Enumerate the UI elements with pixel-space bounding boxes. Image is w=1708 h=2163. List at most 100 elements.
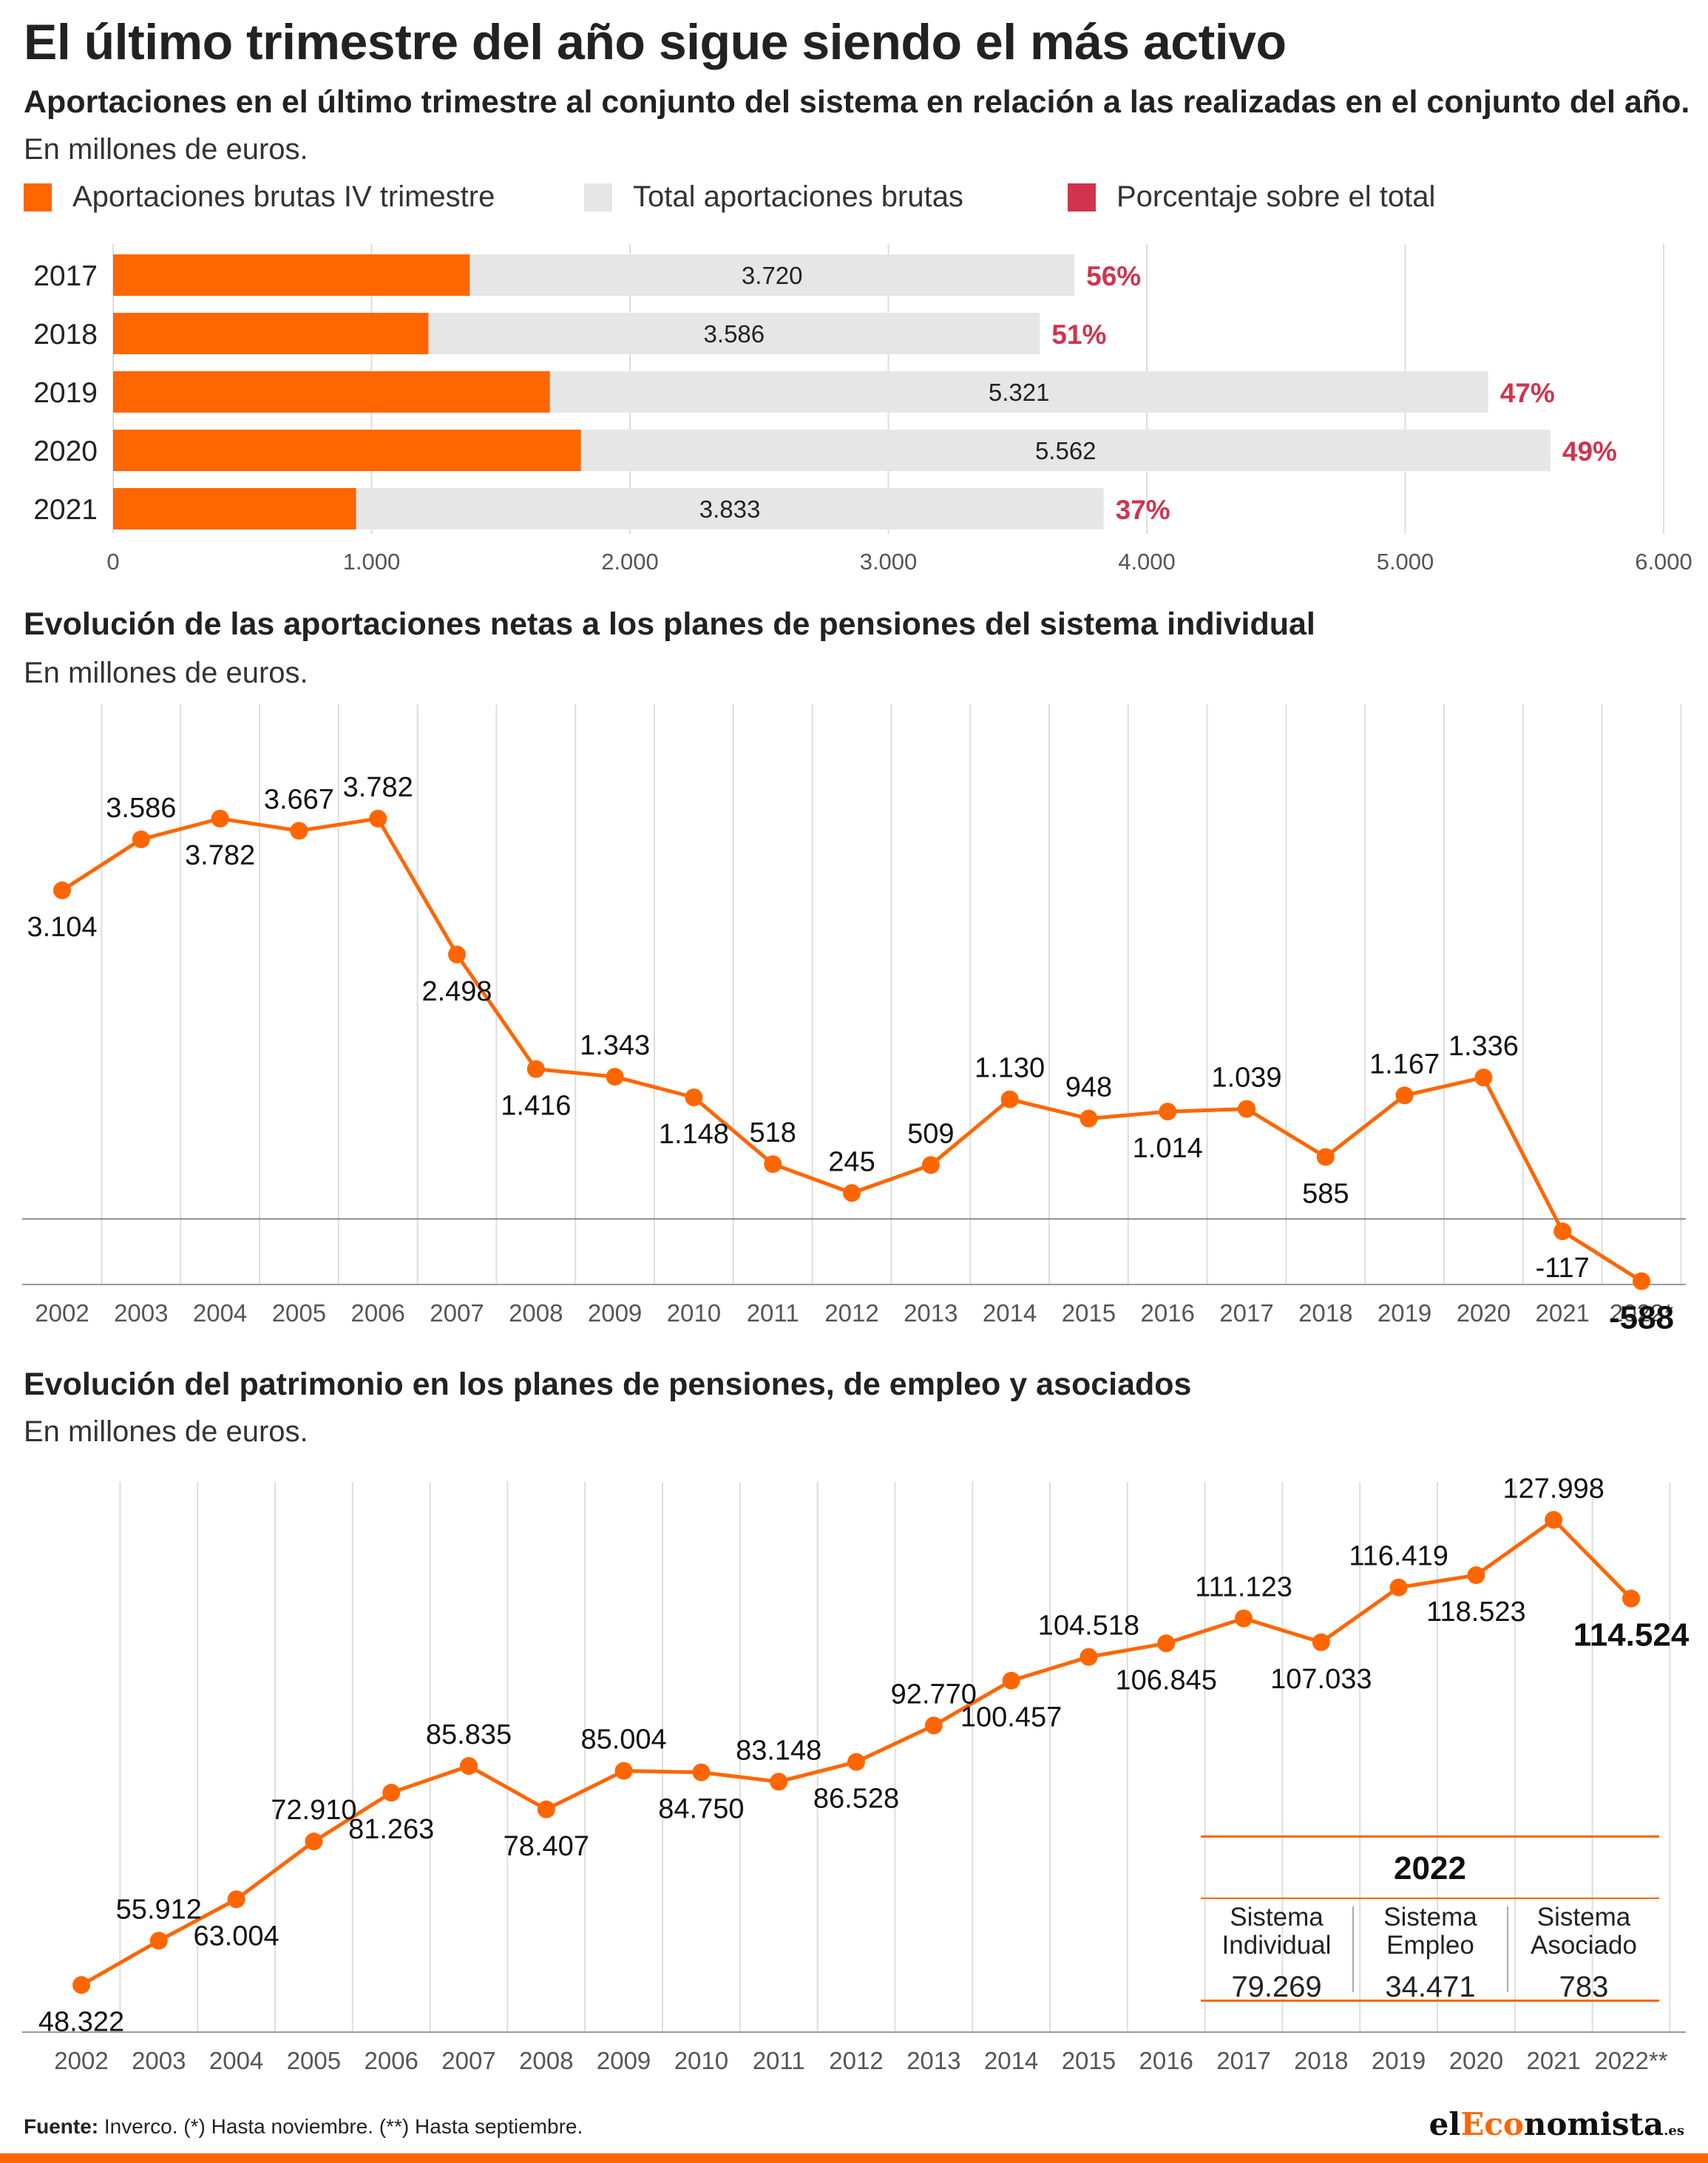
bar-iv-trimestre [113,254,470,296]
legend-item-porcentaje: Porcentaje sobre el total [1068,180,1435,214]
inset-top-rule [1201,1835,1659,1838]
data-label: 1.167 [1369,1049,1440,1080]
chart3-unit-note: En millones de euros. [24,1415,308,1448]
x-tick-label: 2020 [1449,2047,1503,2074]
bar-value-label: 5.562 [1035,437,1097,464]
data-point [1622,1589,1640,1608]
data-label: 1.130 [975,1053,1045,1084]
data-label: 55.912 [116,1894,202,1925]
x-tick-label: 2021 [1535,1299,1589,1327]
data-point [692,1763,711,1781]
data-label: 1.343 [580,1030,650,1061]
data-point [1553,1222,1572,1241]
bar-iv-trimestre [113,430,581,471]
percentage-label: 49% [1562,436,1617,467]
category-label: 2017 [33,260,98,292]
inset-divider [1507,1906,1508,1992]
inset-value: 783 [1559,1971,1609,2003]
data-point [1159,1103,1177,1121]
x-tick-label: 2003 [132,2047,186,2074]
source-text: Inverco. (*) Hasta noviembre. (**) Hasta… [98,2115,583,2138]
data-label: 92.770 [891,1679,977,1710]
inset-label-line2: Empleo [1386,1931,1474,1960]
bar-chart-aportaciones: 0 1.000 2.000 3.000 4.000 5.000 6.000 2017 3.720… [33,244,1692,575]
x-tick-label: 2002 [54,2047,108,2074]
percentage-label: 37% [1116,495,1170,525]
data-label: 3.782 [343,772,413,803]
data-point [1157,1634,1176,1653]
chart1-subtitle: Aportaciones en el último trimestre al c… [24,84,1690,120]
data-point [1474,1069,1493,1087]
data-point [921,1156,940,1174]
data-label: 118.523 [1426,1597,1526,1628]
category-label: 2020 [33,436,98,467]
data-point [685,1089,703,1107]
data-label: 1.014 [1133,1133,1203,1164]
x-tick-label: 6.000 [1635,549,1692,575]
legend-swatch-red [1068,183,1096,211]
legend-label: Porcentaje sobre el total [1116,180,1436,213]
data-point [1467,1566,1485,1585]
inset-year: 2022 [1394,1850,1466,1886]
data-point [924,1716,943,1735]
data-label: 114.524 [1573,1617,1690,1653]
data-point [1389,1578,1408,1597]
x-tick-label: 2018 [1298,1299,1352,1327]
data-point [53,881,71,900]
category-label: 2019 [33,377,98,409]
x-tick-label: 2007 [441,2047,495,2074]
x-tick-label: 2003 [114,1299,168,1327]
data-point [1080,1109,1098,1128]
bar-iv-trimestre [113,313,429,354]
data-point [448,945,466,964]
brand-nomista: nomista [1523,2106,1664,2142]
x-tick-label: 2022** [1594,2047,1667,2074]
data-point [1235,1609,1253,1628]
data-point [614,1761,633,1780]
x-tick-label: 2005 [272,1299,326,1327]
brand-logo[interactable]: elEconomista.es [1429,2106,1684,2142]
data-point [305,1832,323,1851]
data-point [843,1184,861,1202]
inset-value: 79.269 [1231,1971,1322,2003]
inset-label-line1: Sistema [1230,1903,1324,1932]
data-label: 3.586 [106,793,176,824]
data-point [606,1068,624,1086]
bar-value-label: 3.720 [742,262,803,289]
data-point [1545,1511,1563,1529]
line-chart-aportaciones-netas: 2002 2003 2004 2005 2006 2007 2008 2009 2010 2011… [22,704,1686,1336]
x-tick-label: 2013 [906,2047,960,2074]
x-tick-label: 2015 [1062,2047,1116,2074]
legend-label: Total aportaciones brutas [633,180,963,213]
data-label: 63.004 [193,1920,279,1952]
x-tick-label: 2014 [983,1299,1037,1327]
data-label: 1.416 [501,1091,571,1122]
x-tick-label: 2019 [1377,1299,1431,1327]
inset-col-asociado: Sistema Asociado 783 [1508,1903,1659,2003]
x-tick-label: 2017 [1219,1299,1273,1327]
data-label: 106.845 [1116,1665,1217,1696]
data-label: 116.419 [1349,1541,1448,1572]
data-label: 72.910 [271,1795,356,1826]
source-label: Fuente: [24,2115,99,2138]
data-point [1002,1671,1020,1690]
data-label: 81.263 [348,1814,434,1845]
footer-accent-bar [0,2153,1708,2163]
x-tick-label: 2011 [753,2047,805,2074]
data-label: 111.123 [1195,1572,1292,1603]
data-label: 84.750 [658,1794,744,1825]
x-tick-label: 2021 [1526,2047,1580,2074]
inset-mid-rule [1201,1898,1659,1899]
x-tick-label: 1.000 [343,549,401,575]
x-tick-label: 2002 [35,1299,89,1327]
x-tick-label: 2009 [588,1299,642,1327]
inset-divider [1352,1906,1354,1992]
data-label: 245 [828,1146,875,1177]
data-label: 48.322 [38,2006,124,2037]
x-tick-label: 2006 [350,1299,404,1327]
data-label: 100.457 [960,1702,1062,1733]
chart1-unit-note: En millones de euros. [24,133,308,166]
data-point [369,809,387,827]
data-point [132,830,150,849]
x-tick-label: 2004 [209,2047,263,2074]
